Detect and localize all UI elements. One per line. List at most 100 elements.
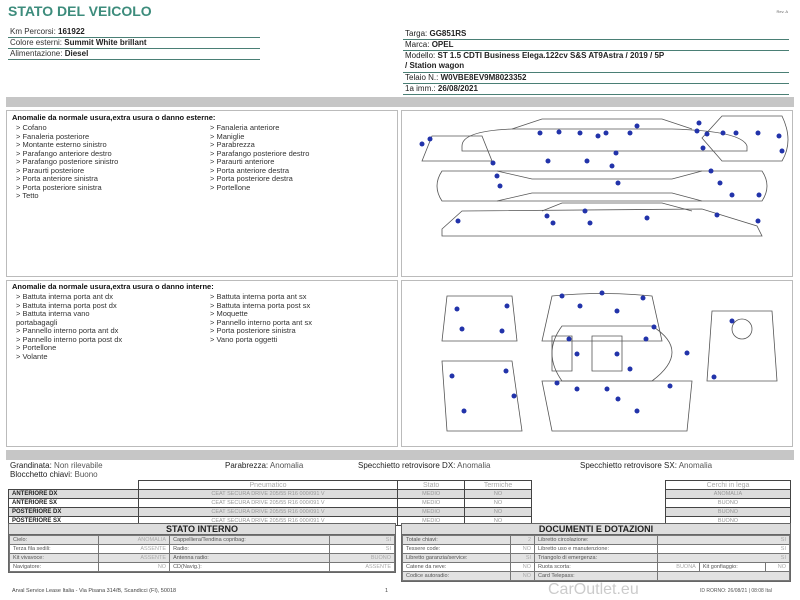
vehicle-info-left: Km Percorsi: 161922 Colore esterni: Summ… xyxy=(8,27,260,60)
damage-marker xyxy=(504,303,510,309)
vehicle-info-right: Targa: GG851RS Marca: OPEL Modello: ST 1… xyxy=(403,29,789,95)
exterior-diagram-panel xyxy=(401,110,793,277)
damage-item: > Porta posteriore destra xyxy=(210,174,293,183)
page-number: 1 xyxy=(385,588,389,594)
revision: Rev. A xyxy=(776,9,789,14)
damage-marker xyxy=(577,303,583,309)
damage-marker xyxy=(545,158,551,164)
stato-interno-title: STATO INTERNO xyxy=(9,524,395,535)
section-divider xyxy=(6,97,794,107)
damage-marker xyxy=(720,130,726,136)
damage-item: > Battuta interna porta post sx xyxy=(210,300,311,310)
damage-marker xyxy=(704,131,710,137)
damage-marker xyxy=(733,130,739,136)
damage-marker xyxy=(755,130,761,136)
car-outline xyxy=(421,135,493,162)
damage-item: > Parafango posteriore sinistro xyxy=(16,157,119,166)
damage-marker xyxy=(603,130,609,136)
damage-marker xyxy=(595,133,601,139)
km-value: 161922 xyxy=(58,27,85,36)
page-title: STATO DEL VEICOLO xyxy=(8,3,152,19)
damage-marker xyxy=(559,293,565,299)
damage-item: > Porta posteriore sinistra xyxy=(16,182,102,192)
tyre-row: ANTERIORE DX CEAT SECURA DRIVE 205/55 R16… xyxy=(8,489,532,499)
damage-item: > Maniglie xyxy=(210,131,245,141)
damage-marker xyxy=(554,380,560,386)
damage-item: > Pannello interno porta post dx xyxy=(16,334,123,344)
damage-marker xyxy=(614,308,620,314)
car-outline xyxy=(441,208,763,237)
damage-marker xyxy=(634,408,640,414)
colore-row: Colore esterni: Summit White brillant xyxy=(8,38,260,49)
car-outline xyxy=(441,360,523,432)
damage-marker xyxy=(427,136,433,142)
damage-marker xyxy=(494,173,500,179)
telaio-value: W0VBE8EV9M8023352 xyxy=(440,73,527,82)
car-outline xyxy=(701,115,789,162)
damage-marker xyxy=(614,351,620,357)
damage-marker xyxy=(419,141,425,147)
damage-marker xyxy=(729,192,735,198)
damage-item: portabagagli xyxy=(16,317,58,327)
specchietto-sx: Specchietto retrovisore SX: Anomalia xyxy=(580,461,713,470)
km-row: Km Percorsi: 161922 xyxy=(8,27,260,38)
damage-item: > Parafango posteriore destro xyxy=(210,148,310,158)
damage-marker xyxy=(577,130,583,136)
stato_interno-row: Kit vivavoce: ASSENTE Antenna radio: BUONO xyxy=(8,553,396,563)
car-outline xyxy=(541,380,693,432)
documenti-title: DOCUMENTI E DOTAZIONI xyxy=(402,524,790,535)
damage-item: > Montante esterno sinistro xyxy=(16,140,107,149)
damage-item: > Battuta interna porta ant dx xyxy=(16,292,113,301)
car-outline xyxy=(541,293,663,342)
stato_interno-row: Terza fila sedili: ASSENTE Radio: SI xyxy=(8,544,396,554)
damage-item: > Cofano xyxy=(16,123,47,132)
damage-item: > Parafango anteriore destro xyxy=(16,148,112,158)
damage-marker xyxy=(627,366,633,372)
car-outline xyxy=(551,325,673,382)
damage-item: > Fanaleria anteriore xyxy=(210,123,280,132)
damage-marker xyxy=(490,160,496,166)
damage-item: > Paraurti posteriore xyxy=(16,165,85,175)
section-divider-2 xyxy=(6,450,794,460)
targa-value: GG851RS xyxy=(429,29,467,38)
alimentazione-row: Alimentazione: Diesel xyxy=(8,49,260,60)
car-outline xyxy=(441,295,518,342)
parabrezza: Parabrezza: Anomalia xyxy=(225,461,304,470)
damage-marker xyxy=(755,218,761,224)
damage-marker xyxy=(776,133,782,139)
damage-marker xyxy=(613,150,619,156)
damage-item: > Pannello interno porta ant dx xyxy=(16,326,119,335)
damage-marker xyxy=(599,290,605,296)
damage-marker xyxy=(459,326,465,332)
damage-marker xyxy=(615,396,621,402)
rim-row: BUONO xyxy=(665,507,791,517)
footer-id: ID RORNO: 26/08/21 | 08:08 Ital xyxy=(700,588,772,594)
damage-item: > Paraurti anteriore xyxy=(210,157,275,166)
damage-marker xyxy=(449,373,455,379)
damage-marker xyxy=(511,393,517,399)
damage-marker xyxy=(604,386,610,392)
exterior-car-diagram xyxy=(419,115,789,237)
damage-item: > Tetto xyxy=(16,191,39,200)
damage-marker xyxy=(499,328,505,334)
damage-marker xyxy=(455,218,461,224)
telaio-row: Telaio N.: W0VBE8EV9M8023352 xyxy=(403,73,789,84)
stato_interno-row: Navigatore: NO CD(Navig.): ASSENTE xyxy=(8,562,396,572)
interior-list-col1: > Battuta interna porta ant dx > Battuta … xyxy=(16,292,123,361)
damage-marker xyxy=(537,130,543,136)
car-outline xyxy=(731,318,753,340)
car-outline xyxy=(541,202,693,212)
interior-damage-panel xyxy=(6,280,398,447)
damage-marker xyxy=(684,350,690,356)
damage-marker xyxy=(634,123,640,129)
exterior-list-col1: > Cofano > Fanaleria posteriore > Montante… xyxy=(16,123,119,201)
car-outline xyxy=(551,335,623,372)
interior-list-col2: > Battuta interna porta ant sx > Battuta … xyxy=(210,292,312,344)
damage-marker xyxy=(667,383,673,389)
grandinata: Grandinata: Non rilevabile xyxy=(10,461,103,470)
documenti-section: DOCUMENTI E DOTAZIONI Totale chiavi: 2 Lib… xyxy=(401,523,791,582)
blocchetto-chiavi: Blocchetto chiavi: Buono xyxy=(10,470,98,479)
damage-item: > Pannello interno porta ant sx xyxy=(210,317,312,327)
damage-marker xyxy=(503,368,509,374)
marca-row: Marca: OPEL xyxy=(403,40,789,51)
